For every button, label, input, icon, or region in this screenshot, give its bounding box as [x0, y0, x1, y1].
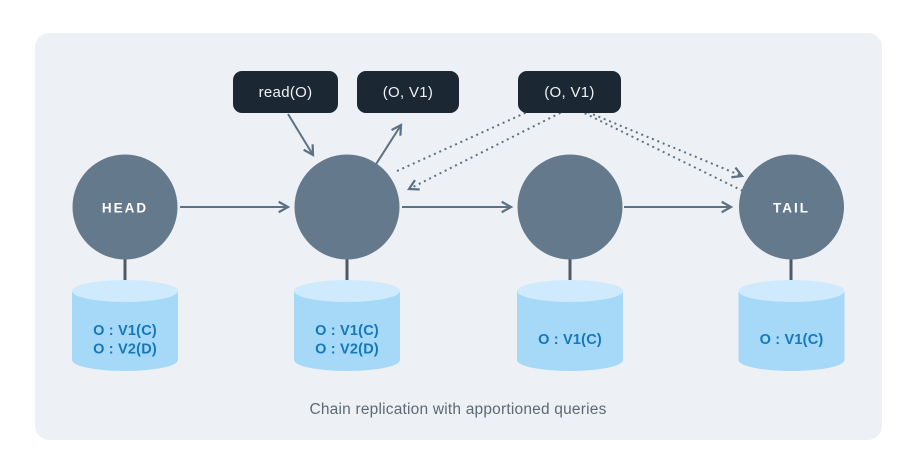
- node-replica-3: [517, 154, 623, 260]
- storage-node2-line1: O : V1(C): [315, 323, 379, 339]
- message-box-version-exchange: (O, V1): [518, 71, 621, 113]
- message-version-exchange-label: (O, V1): [544, 84, 594, 101]
- storage-node2-line2: O : V2(D): [315, 342, 379, 358]
- storage-cylinder-tail: O : V1(C): [738, 280, 845, 371]
- node-tail: [739, 154, 844, 260]
- message-box-read-request: read(O): [233, 71, 338, 113]
- node-tail-label: TAIL: [773, 201, 810, 216]
- storage-cylinder-head: O : V1(C) O : V2(D): [72, 280, 178, 371]
- diagram-panel: [35, 33, 882, 440]
- storage-cylinder-node3: O : V1(C): [517, 280, 623, 371]
- message-read-response-label: (O, V1): [383, 84, 433, 101]
- storage-node3-line1: O : V1(C): [538, 332, 602, 348]
- message-read-request-label: read(O): [259, 84, 313, 101]
- storage-head-line2: O : V2(D): [93, 342, 157, 358]
- node-head: [72, 154, 178, 260]
- storage-head-line1: O : V1(C): [93, 323, 157, 339]
- node-head-label: HEAD: [102, 201, 148, 216]
- read-request-arrow: [287, 113, 315, 157]
- message-box-read-response: (O, V1): [357, 71, 459, 113]
- diagram-caption: Chain replication with apportioned queri…: [309, 401, 606, 418]
- node-replica-2: [294, 154, 400, 260]
- storage-tail-line1: O : V1(C): [760, 332, 824, 348]
- storage-cylinder-node2: O : V1(C) O : V2(D): [294, 280, 400, 371]
